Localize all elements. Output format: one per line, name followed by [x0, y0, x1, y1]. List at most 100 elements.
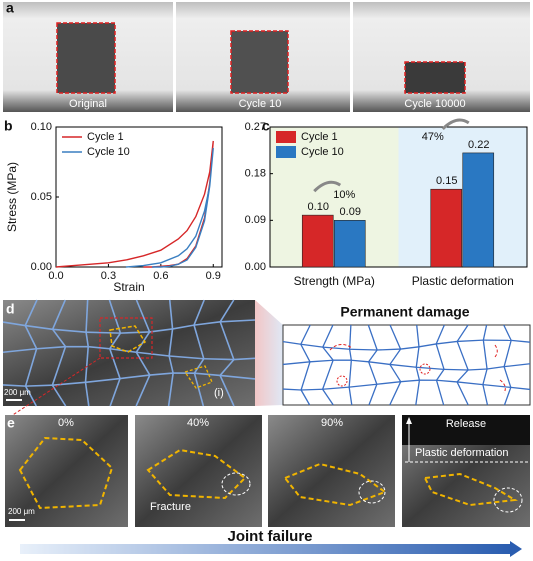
cell-wall	[24, 385, 37, 407]
outline	[423, 472, 519, 507]
cell-wall	[415, 346, 420, 368]
cell-wall	[416, 324, 420, 347]
cell-wall	[2, 321, 26, 327]
cell-wall	[168, 328, 174, 357]
cell-wall	[436, 340, 458, 345]
caption: 40%	[187, 417, 209, 429]
cell-wall	[456, 381, 469, 406]
sample	[404, 61, 466, 94]
x-tick-label: Strength (MPa)	[294, 274, 375, 288]
cell-wall	[52, 381, 86, 386]
cell-wall	[301, 388, 323, 391]
cell-wall	[503, 324, 512, 341]
cell-wall	[193, 299, 205, 326]
y-tick-label: 0.09	[245, 214, 266, 226]
cell-wall	[435, 324, 445, 345]
y-tick-label: 0.05	[31, 191, 52, 203]
cell-wall	[376, 381, 401, 385]
damage-mark	[336, 375, 348, 387]
cell-wall	[482, 368, 488, 385]
cell-wall	[167, 372, 174, 407]
cell-wall	[300, 343, 311, 363]
cell-wall	[400, 346, 420, 350]
cell-wall	[300, 389, 311, 406]
cell-wall	[468, 368, 488, 371]
y-axis-label: Stress (MPa)	[5, 162, 19, 232]
legend-swatch	[276, 146, 296, 158]
cell-wall	[282, 341, 301, 345]
sem-image	[268, 415, 395, 527]
cell-wall	[349, 348, 378, 351]
cell-wall	[172, 324, 195, 330]
damage-mark	[419, 363, 431, 375]
plot-frame	[55, 126, 223, 268]
cell-wall	[193, 373, 205, 407]
cell-diagram	[282, 324, 531, 406]
cell-wall	[436, 379, 458, 383]
cell-wall	[482, 384, 489, 406]
x-tick-label: 0.0	[48, 270, 63, 282]
line-series	[55, 140, 214, 268]
cell-wall	[349, 383, 377, 388]
progress-arrow	[20, 544, 510, 554]
legend-swatch	[276, 131, 296, 143]
cell-wall	[389, 348, 402, 365]
cell-wall	[368, 361, 378, 385]
cell-wall	[322, 346, 334, 361]
caption: Release	[446, 418, 486, 430]
cell-wall	[51, 299, 66, 330]
cell-wall	[435, 380, 445, 406]
cell-wall	[149, 328, 173, 333]
cell-wall	[85, 299, 89, 333]
panel-a: Original Cycle 10 Cycle 10000 a	[3, 0, 530, 112]
cell-wall	[169, 355, 204, 360]
cell-wall	[86, 331, 121, 334]
cell-wall	[2, 384, 26, 387]
x-tick-label: 0.6	[153, 270, 168, 282]
cell-wall	[504, 363, 531, 368]
cell-wall	[368, 349, 378, 363]
annotation: 47%	[422, 131, 444, 143]
legend-label: Cycle 10	[301, 146, 344, 158]
value-label: 0.09	[340, 206, 361, 218]
zoom-box	[99, 317, 153, 359]
cell-wall	[368, 361, 390, 366]
caption: Original	[69, 98, 107, 110]
cell-wall	[503, 366, 512, 388]
legend-label: Cycle 10	[87, 146, 130, 158]
sem-image	[135, 415, 262, 527]
cell-wall	[24, 348, 38, 387]
cell-wall	[135, 351, 151, 376]
cell-wall	[482, 340, 488, 370]
sample	[56, 22, 116, 94]
cell-wall	[348, 324, 352, 350]
cell-wall	[282, 361, 311, 366]
cell-wall	[400, 379, 420, 383]
annotation: 10%	[333, 189, 355, 201]
panel-d: Permanent damage 200 μm (i) d	[2, 299, 531, 421]
damage-mark	[499, 379, 506, 394]
cell-wall	[456, 369, 469, 383]
cell-wall	[511, 339, 531, 343]
cell-wall	[168, 355, 174, 374]
zoom-line	[4, 357, 101, 421]
panel-label: b	[4, 118, 13, 134]
annotation-arrow	[313, 180, 342, 193]
cell-wall	[219, 375, 235, 407]
y-tick-label: 0.10	[31, 121, 52, 133]
scale-label: 200 μm	[4, 388, 31, 397]
cell-wall	[120, 331, 150, 334]
cell-wall	[377, 348, 401, 351]
marker: (i)	[214, 387, 224, 399]
cell-wall	[456, 341, 469, 371]
cell-wall	[2, 347, 37, 354]
cell-wall	[486, 366, 505, 370]
cell-wall	[24, 325, 38, 350]
cell-wall	[418, 343, 437, 348]
value-label: 0.22	[468, 139, 489, 151]
bar	[333, 220, 366, 268]
value-label: 0.15	[436, 175, 457, 187]
panel-label: e	[7, 415, 15, 431]
diagram-title: Permanent damage	[340, 304, 469, 320]
